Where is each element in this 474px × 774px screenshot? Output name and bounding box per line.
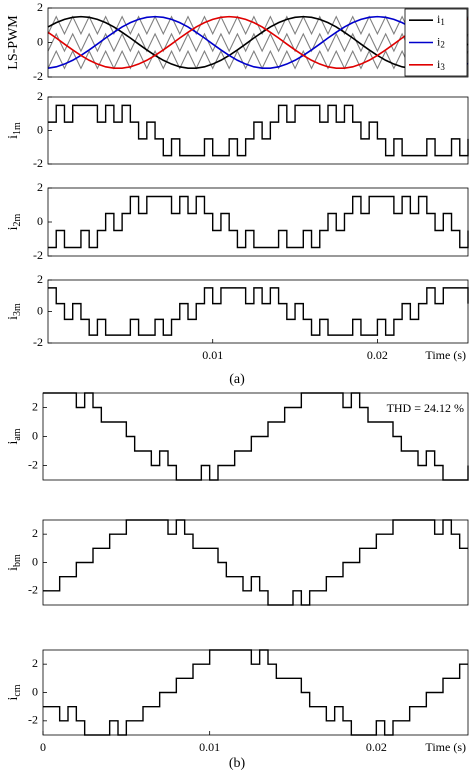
y-tick-label: 2 (37, 0, 43, 14)
plot-area (43, 650, 468, 735)
plot-area (43, 520, 468, 605)
y-tick-label: 2 (32, 399, 38, 413)
legend-label-main: i (437, 34, 441, 48)
step-line (43, 392, 469, 481)
legend-label-main: i (437, 57, 441, 71)
y-axis-label-sub: bm (12, 554, 23, 567)
carrier-line (47, 49, 469, 70)
x-axis-label: Time (s) (425, 740, 466, 754)
step-line (48, 104, 469, 157)
step-line (48, 287, 469, 336)
x-tick-label: 0.01 (202, 348, 223, 362)
y-tick-label: 0 (37, 303, 43, 317)
y-axis-label-main: i (6, 316, 21, 320)
plot-area (48, 97, 468, 164)
y-tick-label: -2 (33, 248, 43, 262)
y-axis-label-main: LS-PWM (6, 15, 21, 70)
y-axis-label-main: i (6, 441, 21, 445)
y-axis-label-main: i (6, 567, 21, 571)
plot-area (48, 280, 468, 343)
y-tick-label: -2 (33, 335, 43, 349)
y-tick-label: 0 (32, 554, 38, 568)
y-axis-label: i1m (6, 122, 23, 139)
reference-line (47, 15, 469, 70)
y-tick-label: 0 (37, 122, 43, 136)
y-axis-label-main: i (6, 135, 21, 139)
y-axis-label: ibm (6, 554, 23, 571)
annotation: THD = 24.12 % (387, 401, 464, 415)
y-tick-label: 0 (37, 34, 43, 48)
y-tick-label: -2 (33, 69, 43, 83)
legend-label: i1 (437, 12, 445, 27)
y-axis-label-sub: 1m (12, 122, 23, 135)
x-axis-label: Time (s) (425, 348, 466, 362)
legend-label-sub: 2 (440, 40, 445, 50)
y-axis-label-main: i (6, 697, 21, 701)
reference-line (47, 15, 469, 70)
y-tick-label: -2 (28, 457, 38, 471)
x-tick-label: 0.02 (366, 740, 387, 754)
y-axis-label: i3m (6, 303, 23, 320)
legend-label: i2 (437, 34, 445, 49)
y-axis-label: iam (6, 428, 23, 444)
figure-label: (b) (229, 756, 246, 771)
y-tick-label: -2 (28, 713, 38, 727)
x-tick-label: 0 (40, 740, 46, 754)
y-tick-label: -2 (28, 583, 38, 597)
y-axis-label-main: i (6, 226, 21, 230)
x-tick-label: 0.01 (199, 740, 220, 754)
y-tick-label: 2 (32, 526, 38, 540)
y-tick-label: 0 (32, 684, 38, 698)
y-axis-label: icm (6, 684, 23, 700)
y-axis-label-sub: am (12, 428, 23, 440)
carrier-line (47, 32, 469, 53)
legend-label-sub: 1 (440, 17, 445, 27)
step-line (48, 195, 469, 249)
y-axis-label-sub: 2m (12, 213, 23, 226)
figure-label: (a) (229, 372, 245, 387)
y-tick-label: 2 (37, 180, 43, 194)
y-axis-label-sub: cm (12, 684, 23, 696)
y-axis-label-sub: 3m (12, 303, 23, 316)
y-axis-label: LS-PWM (6, 15, 21, 70)
x-tick-label: 0.02 (367, 348, 388, 362)
y-tick-label: 2 (32, 656, 38, 670)
y-tick-label: 0 (37, 214, 43, 228)
plot-area (48, 188, 468, 256)
y-tick-label: -2 (33, 156, 43, 170)
legend-label: i3 (437, 57, 445, 72)
y-tick-label: 2 (37, 89, 43, 103)
y-tick-label: 2 (37, 272, 43, 286)
legend-label-sub: 3 (440, 62, 445, 72)
legend-label-main: i (437, 12, 441, 26)
y-tick-label: 0 (32, 428, 38, 442)
y-axis-label: i2m (6, 213, 23, 230)
